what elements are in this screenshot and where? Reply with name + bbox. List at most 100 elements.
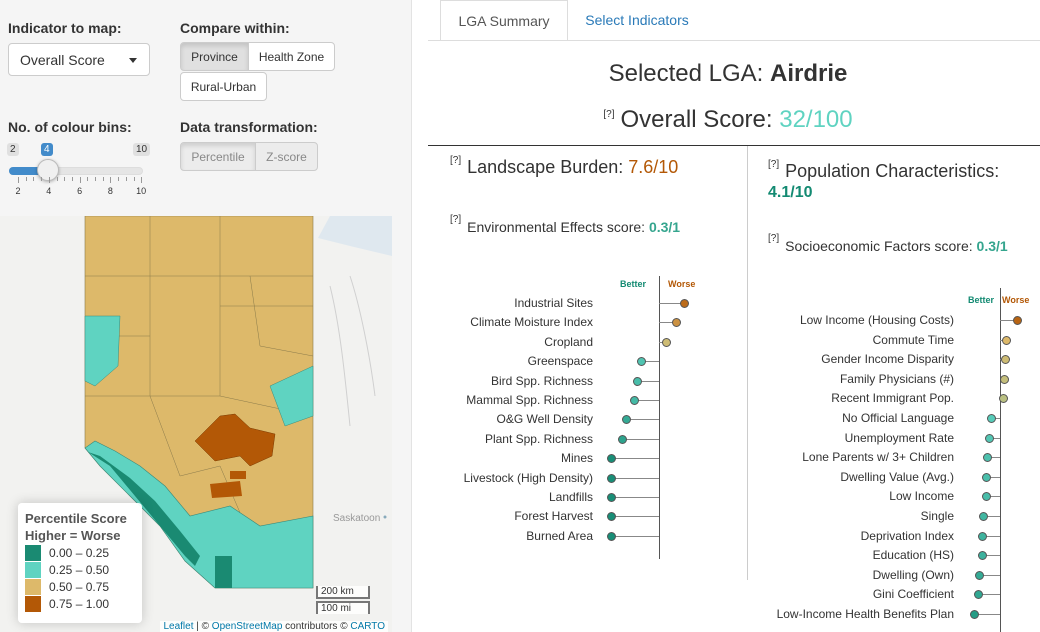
tab-select-indicators[interactable]: Select Indicators (585, 12, 689, 28)
lollipop-stem (659, 322, 677, 324)
legend-swatch (25, 561, 41, 578)
lollipop-dot[interactable] (630, 396, 640, 405)
lollipop-stem (974, 614, 1000, 615)
lollipop-stem (982, 535, 1000, 537)
lollipop-stem (986, 476, 1000, 478)
lollipop-stem (611, 477, 659, 479)
transform-label: Data transformation: (180, 119, 318, 135)
population-help-icon[interactable]: [?] (768, 159, 780, 170)
slider-tick (87, 177, 89, 181)
section-divider (428, 145, 1040, 146)
compare-health-zone-button[interactable]: Health Zone (248, 42, 335, 71)
bins-label: No. of colour bins: (8, 119, 132, 135)
lollipop-dot[interactable] (983, 453, 993, 463)
slider-tick (110, 177, 112, 183)
lollipop-dot[interactable] (975, 570, 985, 580)
indicator-label: Family Physicians (#) (839, 371, 954, 386)
lollipop-dot[interactable] (986, 414, 996, 423)
indicator-label: Plant Spp. Richness (484, 431, 593, 446)
indicator-label: Dwelling Value (Avg.) (840, 469, 954, 484)
lollipop-dot[interactable] (632, 376, 642, 386)
compare-rural-urban-button[interactable]: Rural-Urban (180, 72, 267, 101)
landscape-value: 7.6/10 (628, 157, 679, 177)
indicator-select[interactable]: Overall Score (8, 43, 150, 76)
slider-tick (95, 177, 96, 181)
bins-slider-handle[interactable] (37, 159, 59, 181)
lollipop-dot[interactable] (607, 454, 617, 464)
lollipop-dot[interactable] (618, 434, 628, 444)
lollipop-dot[interactable] (680, 299, 690, 308)
landscape-label: Landscape Burden: (467, 157, 629, 177)
lollipop-dot[interactable] (1013, 316, 1023, 325)
transform-percentile-button[interactable]: Percentile (180, 142, 256, 171)
lollipop-dot[interactable] (607, 531, 617, 541)
lollipop-dot[interactable] (977, 551, 987, 561)
indicator-label: Greenspace (527, 354, 593, 369)
lollipop-dot[interactable] (607, 493, 617, 502)
osm-link[interactable]: OpenStreetMap (211, 621, 283, 632)
legend-label: 0.50 – 0.75 (49, 579, 110, 594)
lollipop-dot[interactable] (974, 590, 984, 600)
indicator-label: Burned Area (526, 528, 593, 543)
compare-label: Compare within: (180, 20, 290, 36)
lollipop-dot[interactable] (999, 374, 1009, 384)
slider-tick (33, 177, 35, 181)
indicator-label: No Official Language (842, 411, 954, 425)
better-label: Better (620, 279, 647, 289)
lollipop-stem (987, 457, 1000, 459)
tab-lga-summary[interactable]: LGA Summary (440, 0, 568, 40)
indicator-label: Mammal Spp. Richness (466, 393, 593, 407)
carto-link[interactable]: CARTO (350, 621, 385, 632)
scale-km: 200 km (316, 586, 370, 599)
map-place-label: Saskatoon (333, 513, 380, 524)
lollipop-dot[interactable] (1002, 335, 1012, 345)
lollipop-dot[interactable] (607, 473, 617, 483)
slider-tick (48, 177, 50, 183)
legend-swatch (25, 544, 41, 561)
overall-help-icon[interactable]: [?] (603, 109, 615, 120)
landscape-help-icon[interactable]: [?] (450, 155, 462, 166)
indicator-label: Deprivation Index (860, 528, 954, 543)
lollipop-dot[interactable] (981, 492, 991, 502)
transform-zscore-button[interactable]: Z-score (255, 142, 318, 171)
indicator-label: Landfills (548, 490, 593, 504)
choropleth-map[interactable]: Saskatoon 200 km 100 mi Leaflet | © Open… (0, 216, 392, 632)
lollipop-stem (979, 574, 1000, 576)
socio_indicators-axis (1000, 288, 1001, 632)
indicator-label: Gender Income Disparity (821, 352, 954, 367)
lollipop-stem (611, 516, 659, 518)
lollipop-dot[interactable] (661, 337, 671, 347)
lollipop-stem (611, 497, 659, 498)
lollipop-dot[interactable] (1000, 355, 1010, 365)
lollipop-dot[interactable] (970, 610, 980, 619)
slider-tick (56, 177, 58, 181)
better-label: Better (968, 295, 995, 305)
lollipop-dot[interactable] (607, 512, 617, 522)
lollipop-dot[interactable] (672, 318, 682, 328)
env-label: Environmental Effects score: (467, 219, 649, 235)
lollipop-stem (634, 400, 659, 401)
lollipop-dot[interactable] (979, 512, 989, 521)
slider-tick (41, 177, 43, 181)
slider-tick-label: 10 (136, 186, 147, 196)
leaflet-link[interactable]: Leaflet (163, 621, 194, 632)
lollipop-stem (985, 496, 1000, 498)
legend-title: Percentile Score (25, 511, 127, 526)
lollipop-dot[interactable] (622, 415, 632, 425)
lollipop-dot[interactable] (978, 531, 988, 541)
indicator-label: Single (920, 509, 954, 523)
compare-province-button[interactable]: Province (180, 42, 249, 71)
socio-help-icon[interactable]: [?] (768, 233, 780, 244)
lollipop-dot[interactable] (982, 472, 992, 482)
overall-label: Overall Score: (620, 106, 780, 133)
lollipop-dot[interactable] (636, 357, 646, 367)
slider-min-label: 2 (7, 143, 19, 156)
indicator-label: Low Income (Housing Costs) (799, 313, 954, 327)
env-value: 0.3/1 (648, 219, 681, 235)
population-value: 4.1/10 (768, 184, 813, 201)
slider-max-label: 10 (133, 143, 151, 156)
lollipop-dot[interactable] (985, 433, 995, 443)
env-help-icon[interactable]: [?] (450, 214, 462, 225)
lollipop-dot[interactable] (998, 394, 1008, 404)
